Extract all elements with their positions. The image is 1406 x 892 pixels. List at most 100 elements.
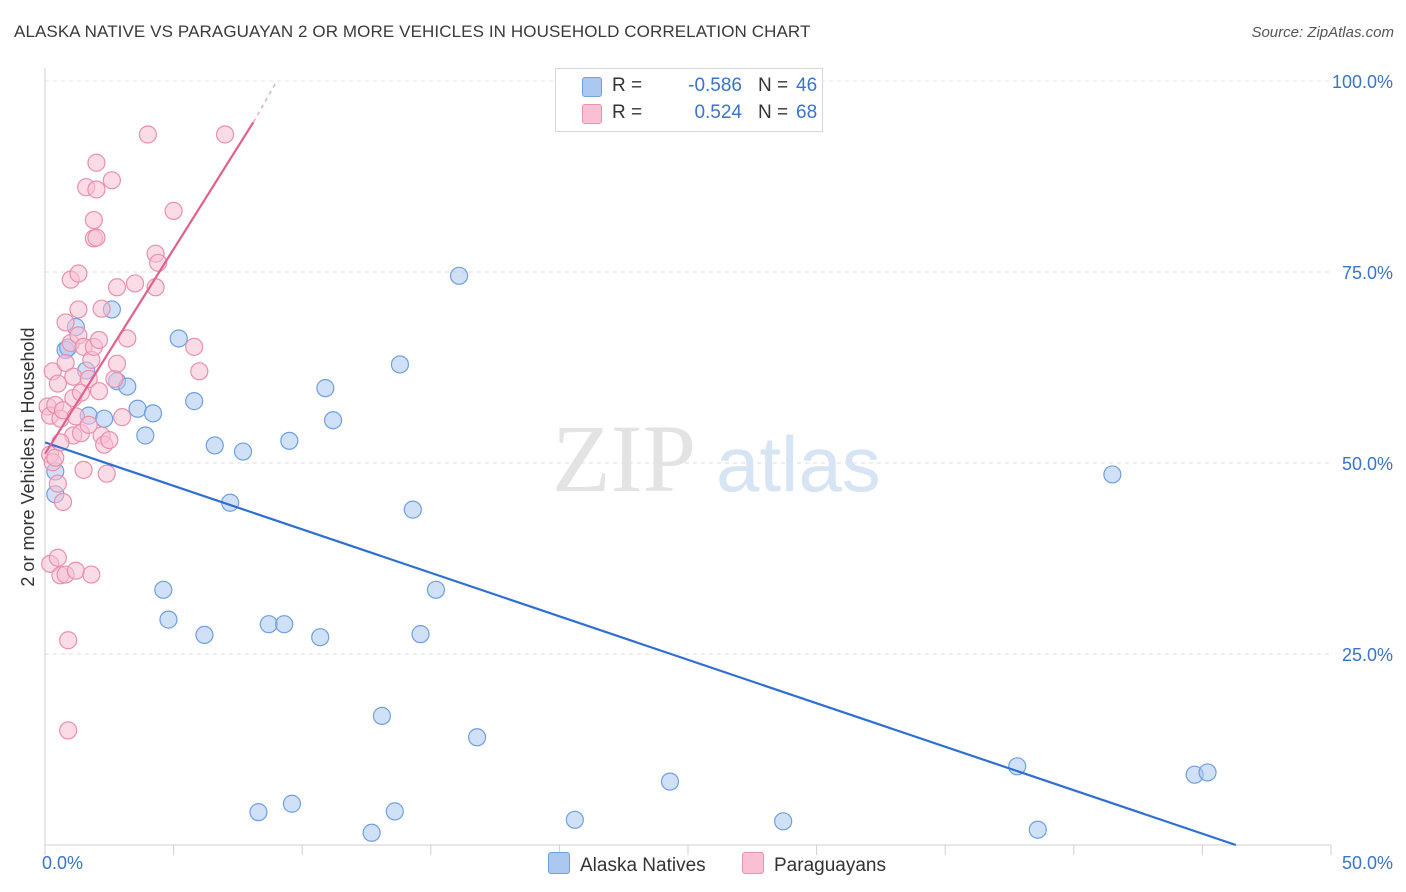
point-alaska-natives-19	[205, 436, 224, 455]
watermark-atlas: atlas	[716, 420, 881, 508]
point-alaska-natives-23	[259, 615, 278, 634]
bottom-legend-alaska-natives: Alaska Natives	[548, 852, 706, 877]
bottom-legend-swatch-paraguayans	[742, 852, 764, 874]
point-alaska-natives-34	[403, 500, 422, 519]
point-paraguayans-54	[107, 354, 127, 373]
trendline-extension-paraguayans	[252, 81, 278, 123]
point-paraguayans-19	[59, 721, 78, 740]
point-paraguayans-32	[74, 460, 93, 479]
point-paraguayans-52	[102, 171, 121, 190]
point-paraguayans-58	[138, 125, 157, 144]
point-alaska-natives-32	[385, 802, 404, 821]
legend-r-value: 0.524	[694, 102, 742, 123]
point-paraguayans-65	[215, 125, 235, 144]
point-paraguayans-62	[164, 201, 183, 220]
point-paraguayans-10	[48, 474, 67, 493]
trend-layer	[44, 81, 1237, 847]
point-alaska-natives-11	[128, 399, 147, 418]
point-paraguayans-29	[69, 264, 88, 283]
legend-n-value: 46	[796, 75, 818, 96]
point-paraguayans-64	[190, 362, 209, 381]
points-layer	[38, 125, 1217, 842]
point-alaska-natives-43	[1028, 820, 1047, 839]
point-paraguayans-46	[89, 382, 109, 401]
point-alaska-natives-35	[411, 625, 430, 644]
watermark: ZIP atlas	[552, 405, 881, 512]
point-alaska-natives-37	[449, 266, 469, 285]
trendline-alaska-natives	[44, 441, 1237, 847]
point-alaska-natives-33	[390, 355, 410, 374]
watermark-zip: ZIP	[552, 405, 696, 512]
point-alaska-natives-26	[282, 794, 302, 813]
point-paraguayans-39	[84, 210, 103, 230]
point-alaska-natives-44	[1103, 465, 1122, 484]
point-paraguayans-42	[87, 153, 106, 172]
point-alaska-natives-29	[323, 411, 343, 430]
point-paraguayans-55	[107, 278, 127, 297]
point-paraguayans-53	[105, 369, 124, 389]
y-tick-label-50: 50.0%	[1342, 454, 1393, 474]
point-paraguayans-16	[56, 353, 75, 373]
point-paraguayans-56	[118, 329, 137, 348]
point-alaska-natives-30	[362, 823, 381, 842]
point-alaska-natives-14	[154, 580, 173, 599]
point-paraguayans-18	[59, 631, 78, 650]
point-paraguayans-8	[48, 548, 67, 567]
point-alaska-natives-25	[280, 431, 299, 450]
grid-layer	[45, 80, 1331, 655]
point-alaska-natives-24	[275, 615, 294, 634]
point-paraguayans-57	[125, 274, 145, 293]
y-tick-label-25: 25.0%	[1342, 645, 1393, 665]
bottom-legend-label-paraguayans: Paraguayans	[774, 855, 886, 876]
point-alaska-natives-46	[1198, 763, 1217, 782]
point-paraguayans-66	[113, 408, 132, 427]
point-alaska-natives-31	[372, 706, 392, 725]
point-alaska-natives-7	[95, 409, 114, 428]
y-tick-label-75: 75.0%	[1342, 263, 1393, 283]
point-alaska-natives-36	[426, 580, 446, 599]
point-alaska-natives-41	[774, 812, 793, 831]
legend-r-label: R =	[612, 75, 643, 96]
y-tick-label-100: 100.0%	[1332, 72, 1393, 92]
point-alaska-natives-27	[311, 628, 330, 647]
point-alaska-natives-16	[169, 329, 188, 348]
legend-n-label: N =	[758, 75, 789, 96]
point-alaska-natives-39	[565, 810, 584, 829]
point-alaska-natives-13	[143, 404, 163, 423]
point-paraguayans-35	[79, 369, 98, 389]
point-paraguayans-26	[66, 561, 85, 580]
point-paraguayans-43	[87, 180, 106, 199]
point-alaska-natives-38	[467, 728, 487, 747]
legend-swatch-alaska-natives	[582, 77, 602, 97]
point-alaska-natives-15	[159, 610, 178, 629]
legend-r-label: R =	[612, 102, 643, 123]
point-paraguayans-9	[48, 374, 67, 393]
bottom-legend-paraguayans: Paraguayans	[742, 852, 886, 877]
x-tick-label-max: 50.0%	[1342, 853, 1393, 873]
bottom-legend-label-alaska-natives: Alaska Natives	[580, 855, 706, 876]
point-paraguayans-15	[56, 313, 75, 332]
bottom-legend-swatch-alaska-natives	[548, 852, 570, 874]
point-paraguayans-50	[97, 464, 116, 483]
legend-n-value: 68	[796, 102, 818, 123]
point-alaska-natives-12	[136, 426, 155, 445]
point-alaska-natives-17	[185, 392, 204, 411]
trendline-paraguayans	[44, 121, 255, 455]
x-tick-label-min: 0.0%	[42, 853, 83, 873]
point-paraguayans-7	[46, 448, 65, 467]
point-alaska-natives-22	[249, 803, 268, 822]
point-alaska-natives-21	[233, 442, 253, 461]
point-paraguayans-63	[185, 337, 204, 356]
chart-source: Source: ZipAtlas.com	[1251, 24, 1394, 41]
chart-title: ALASKA NATIVE VS PARAGUAYAN 2 OR MORE VE…	[14, 22, 811, 41]
point-paraguayans-22	[64, 367, 83, 386]
point-paraguayans-45	[89, 330, 109, 350]
point-paraguayans-38	[82, 565, 101, 584]
legend-n-label: N =	[758, 102, 789, 123]
y-axis-label: 2 or more Vehicles in Household	[18, 327, 38, 586]
point-paraguayans-47	[92, 299, 111, 318]
legend-r-value: -0.586	[688, 75, 742, 96]
point-paraguayans-36	[79, 415, 98, 434]
label-layer: 25.0% 50.0% 75.0% 100.0% 0.0% 50.0% 2 or more …	[18, 72, 1393, 873]
legend-swatch-paraguayans	[582, 104, 602, 124]
